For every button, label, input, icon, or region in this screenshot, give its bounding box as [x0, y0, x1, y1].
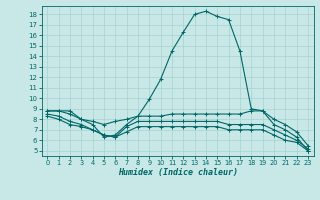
X-axis label: Humidex (Indice chaleur): Humidex (Indice chaleur) — [118, 168, 237, 177]
